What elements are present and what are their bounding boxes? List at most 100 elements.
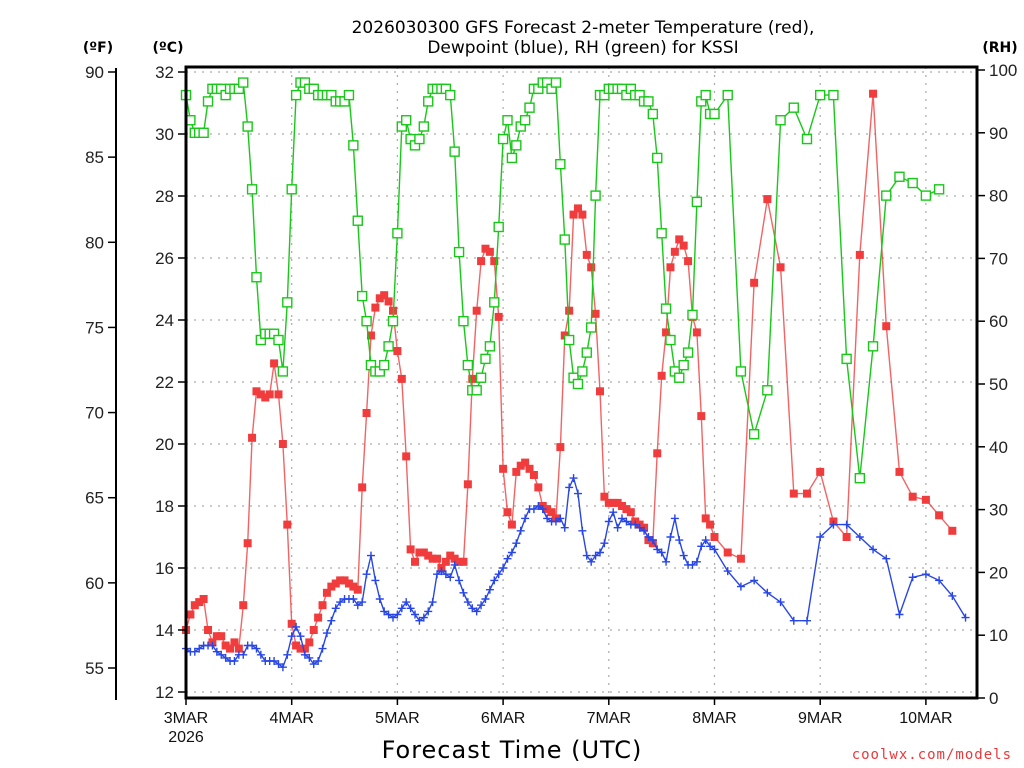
fahrenheit-axis-ticks: 55 60 65 70 75 80 85 90 — [85, 63, 116, 678]
temperature-point — [935, 511, 944, 520]
dewpoint-point — [591, 551, 600, 560]
temperature-point — [948, 526, 957, 535]
dewpoint-point — [622, 517, 631, 526]
dewpoint-point — [882, 554, 891, 563]
dewpoint-point — [446, 573, 455, 582]
rh-point — [471, 385, 482, 396]
temperature-point — [353, 585, 362, 594]
x-year-label: 2026 — [168, 729, 204, 746]
fahrenheit-tick-label: 85 — [85, 148, 104, 167]
temperature-point — [239, 601, 248, 610]
dewpoint-point — [428, 598, 437, 607]
temperature-point — [424, 551, 433, 560]
dewpoint-point — [353, 601, 362, 610]
fahrenheit-axis-label: (ºF) — [83, 40, 113, 56]
temperature-point — [701, 514, 710, 523]
temperature-point — [499, 464, 508, 473]
rh-point — [418, 121, 430, 132]
temperature-point — [706, 520, 715, 529]
rh-tick-label: 70 — [989, 249, 1008, 268]
temperature-point — [600, 492, 609, 501]
temperature-point — [573, 204, 582, 213]
rh-point — [555, 158, 566, 170]
dewpoint-point — [402, 598, 411, 607]
dewpoint-point — [921, 570, 930, 579]
dewpoint-point — [556, 514, 565, 523]
celsius-tick-label: 20 — [155, 435, 174, 454]
temperature-point — [516, 461, 525, 470]
x-tick-label: 5MAR — [375, 710, 419, 727]
dewpoint-point — [406, 604, 415, 613]
celsius-tick-label: 22 — [155, 373, 174, 392]
dewpoint-point — [208, 641, 217, 650]
rh-point — [700, 89, 711, 101]
rh-point — [775, 115, 786, 126]
temperature-point — [204, 626, 213, 634]
dewpoint-point — [618, 514, 627, 523]
dewpoint-point — [961, 613, 970, 622]
dewpoint-point — [248, 641, 257, 650]
temperature-point — [512, 467, 521, 476]
dewpoint-point — [494, 570, 503, 579]
dewpoint-point — [450, 560, 459, 569]
dewpoint-point — [507, 548, 516, 557]
rh-point — [920, 190, 932, 201]
temperature-point — [591, 309, 600, 318]
rh-point — [563, 334, 575, 346]
temperature-point — [212, 632, 221, 641]
rh-point — [572, 378, 584, 390]
rh-point — [246, 184, 258, 195]
rh-tick-label: 100 — [989, 61, 1017, 80]
dewpoint-point — [789, 616, 798, 625]
rh-line — [185, 80, 940, 479]
rh-point — [414, 133, 425, 145]
temperature-point — [750, 278, 759, 287]
x-axis-ticks: 3MAR 4MAR 5MAR 6MAR 7MAR 8MAR 9MAR 10MAR — [164, 698, 953, 727]
temperature-point — [481, 244, 490, 253]
temperature-point — [331, 579, 340, 588]
temperature-point — [402, 452, 411, 461]
dewpoint-point — [287, 632, 296, 641]
temperature-point — [679, 241, 688, 250]
fahrenheit-tick-label: 60 — [85, 574, 104, 593]
temperature-point — [261, 393, 270, 402]
temperature-point — [525, 464, 534, 473]
rh-point — [691, 196, 703, 208]
temperature-point — [195, 598, 204, 607]
dewpoint-point — [516, 526, 525, 535]
x-tick-label: 7MAR — [587, 710, 631, 727]
dewpoint-point — [217, 650, 226, 659]
dewpoint-point — [212, 647, 221, 656]
series-dewpoint — [182, 474, 970, 672]
temperature-point — [459, 557, 468, 566]
dewpoint-point — [463, 598, 472, 607]
temperature-point — [366, 331, 375, 340]
dewpoint-point — [587, 557, 596, 566]
dewpoint-point — [336, 598, 345, 607]
rh-point — [392, 228, 403, 239]
rh-point — [762, 385, 773, 396]
celsius-tick-label: 18 — [155, 497, 174, 516]
dewpoint-point — [565, 483, 574, 492]
temperature-point — [375, 294, 384, 303]
dewpoint-point — [358, 598, 367, 607]
rh-point — [660, 303, 672, 314]
temperature-point — [578, 210, 587, 219]
dewpoint-point — [776, 598, 785, 607]
dewpoint-point — [855, 533, 864, 541]
dewpoint-point — [842, 520, 851, 529]
celsius-tick-label: 24 — [155, 311, 174, 330]
temperature-point — [723, 548, 732, 557]
temperature-point — [349, 582, 358, 591]
rh-point — [242, 121, 253, 132]
rh-point — [251, 272, 262, 283]
temperature-point — [662, 328, 671, 337]
fahrenheit-tick-label: 80 — [85, 233, 104, 252]
dewpoint-point — [397, 604, 406, 613]
rh-point — [894, 171, 905, 182]
rh-point — [709, 108, 720, 120]
rh-point — [828, 89, 839, 101]
dewpoint-point — [331, 604, 340, 613]
dewpoint-point — [239, 650, 248, 659]
rh-tick-label: 50 — [989, 375, 1008, 394]
